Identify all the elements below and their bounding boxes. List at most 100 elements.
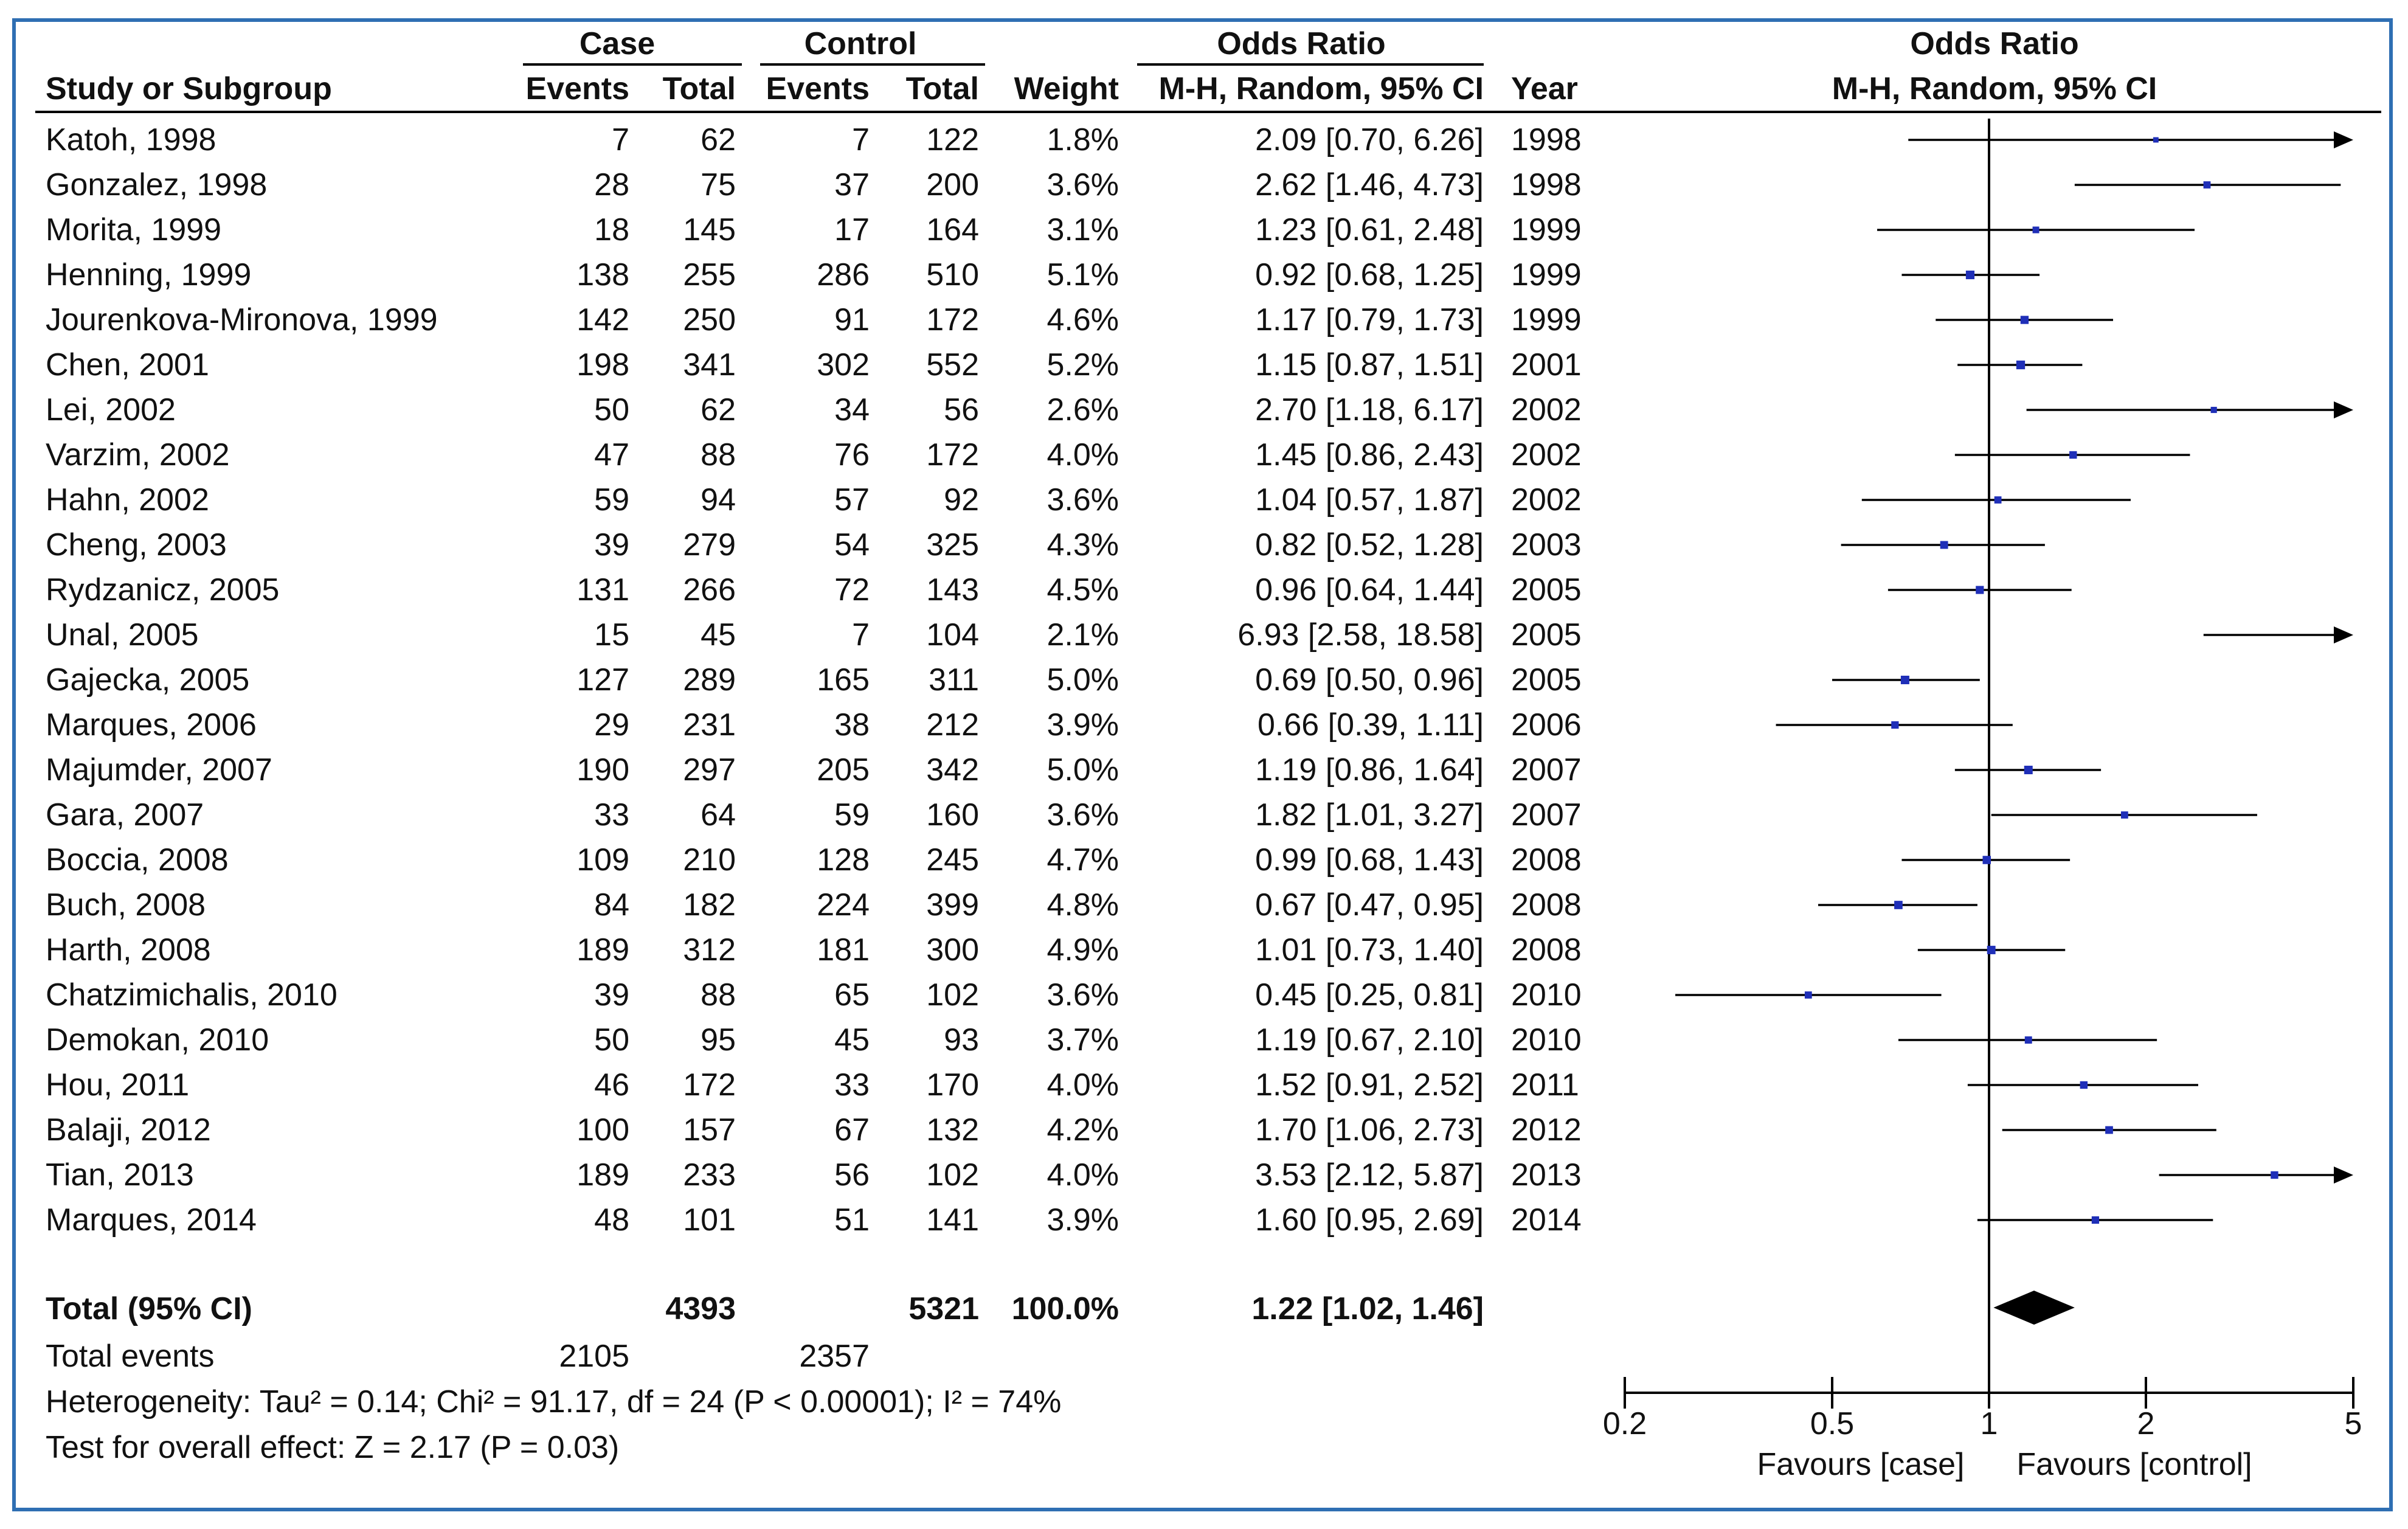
case-events: 138 [576,257,629,293]
year: 1999 [1511,257,1582,293]
header-odds-ratio: Odds Ratio [1217,26,1386,61]
or-ci: 1.15 [0.87, 1.51] [1255,347,1484,383]
case-total: 289 [683,662,736,698]
study-point [2080,1081,2088,1089]
or-ci: 0.45 [0.25, 0.81] [1255,977,1484,1013]
control-total: 122 [926,122,979,158]
year: 2002 [1511,392,1582,428]
study-name: Morita, 1999 [46,212,222,248]
weight: 4.5% [1047,572,1119,608]
or-ci: 1.19 [0.67, 2.10] [1255,1022,1484,1058]
ci-arrow [2334,1167,2353,1184]
case-events: 198 [576,347,629,383]
control-total: 164 [926,212,979,248]
header-control-events: Events [766,71,870,106]
or-ci: 1.45 [0.86, 2.43] [1255,437,1484,473]
case-events: 109 [576,842,629,878]
control-total: 102 [926,977,979,1013]
study-name: Gajecka, 2005 [46,662,250,698]
control-total: 311 [929,662,979,698]
study-point [1982,856,1991,864]
control-events: 34 [834,392,870,428]
weight: 3.9% [1047,1202,1119,1238]
study-name: Unal, 2005 [46,617,199,653]
control-total: 399 [926,887,979,923]
weight: 2.1% [1047,617,1119,653]
case-events: 190 [576,752,629,788]
case-events: 127 [576,662,629,698]
control-events: 38 [834,707,870,743]
control-events: 59 [834,797,870,833]
case-events: 50 [594,392,629,428]
case-events: 33 [594,797,629,833]
control-events: 51 [834,1202,870,1238]
total-ci: 1.22 [1.02, 1.46] [1251,1291,1484,1326]
control-total: 245 [926,842,979,878]
ci-arrow [2334,131,2353,148]
year: 2012 [1511,1112,1582,1148]
study-point [1891,721,1899,729]
control-events: 224 [817,887,870,923]
control-total: 170 [926,1067,979,1103]
study-point [2024,766,2033,774]
study-name: Chatzimichalis, 2010 [46,977,337,1013]
or-header-rule [1137,63,1484,66]
ci-arrow [2334,401,2353,418]
or-ci: 1.82 [1.01, 3.27] [1255,797,1484,833]
or-ci: 0.69 [0.50, 0.96] [1255,662,1484,698]
study-point [1965,270,1975,280]
total-control-total: 5321 [908,1291,979,1326]
header-ci-method: M-H, Random, 95% CI [1158,71,1484,106]
control-events: 91 [834,302,870,338]
or-ci: 0.92 [0.68, 1.25] [1255,257,1484,293]
case-total: 95 [701,1022,736,1058]
case-total: 157 [683,1112,736,1148]
year: 2011 [1511,1067,1579,1103]
year: 2007 [1511,752,1582,788]
control-total: 102 [926,1157,979,1193]
or-ci: 1.70 [1.06, 2.73] [1255,1112,1484,1148]
case-total: 233 [683,1157,736,1193]
case-events: 50 [594,1022,629,1058]
control-events: 286 [817,257,870,293]
weight: 5.1% [1047,257,1119,293]
year: 2001 [1511,347,1582,383]
case-events: 47 [594,437,629,473]
or-ci: 0.96 [0.64, 1.44] [1255,572,1484,608]
x-tick-label: 5 [2345,1406,2362,1441]
year: 2008 [1511,842,1582,878]
control-total: 104 [926,617,979,653]
or-ci: 0.66 [0.39, 1.11] [1258,707,1484,743]
study-name: Gara, 2007 [46,797,204,833]
study-name: Lei, 2002 [46,392,176,428]
case-total: 145 [683,212,736,248]
control-events: 165 [817,662,870,698]
case-total: 172 [683,1067,736,1103]
weight: 4.8% [1047,887,1119,923]
or-ci: 2.70 [1.18, 6.17] [1255,392,1484,428]
case-total: 266 [683,572,736,608]
control-total: 212 [926,707,979,743]
or-ci: 0.99 [0.68, 1.43] [1255,842,1484,878]
case-events: 189 [576,932,629,968]
header-case: Case [579,26,656,61]
study-point [1987,946,1996,954]
year: 1998 [1511,122,1582,158]
control-events: 302 [817,347,870,383]
weight: 4.0% [1047,1157,1119,1193]
case-events: 48 [594,1202,629,1238]
or-ci: 2.09 [0.70, 6.26] [1255,122,1484,158]
year: 2014 [1511,1202,1582,1238]
study-point [2120,811,2128,819]
or-ci: 1.19 [0.86, 1.64] [1255,752,1484,788]
study-point [1900,676,1909,684]
study-point [2016,360,2026,370]
year: 2010 [1511,977,1582,1013]
total-events-control: 2357 [799,1339,870,1374]
control-events: 57 [834,482,870,518]
or-ci: 1.52 [0.91, 2.52] [1255,1067,1484,1103]
control-events: 181 [817,932,870,968]
favours-control-label: Favours [control] [2016,1447,2252,1482]
weight: 3.6% [1047,977,1119,1013]
x-tick-label: 0.2 [1603,1406,1647,1441]
